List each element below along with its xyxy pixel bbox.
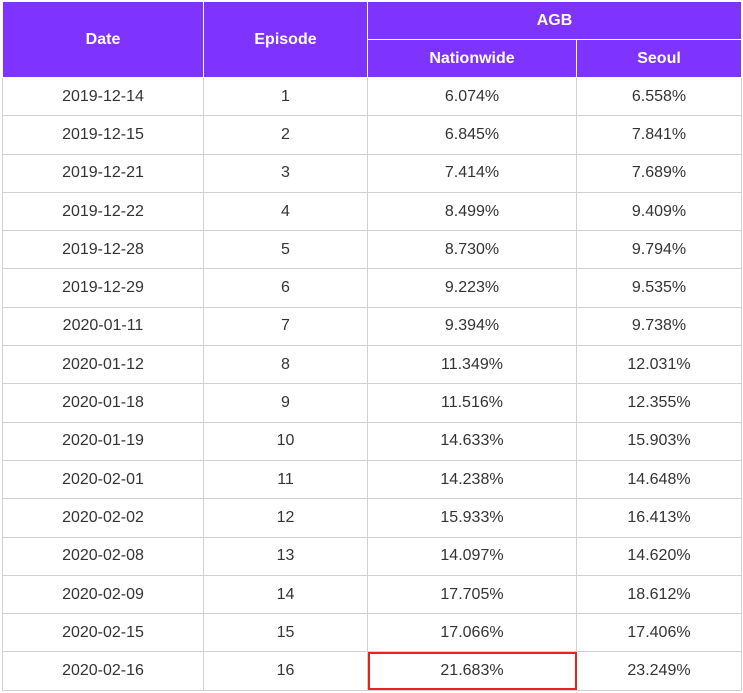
cell-nationwide: 9.223% bbox=[367, 268, 577, 308]
cell-episode: 8 bbox=[203, 345, 368, 385]
header-agb: AGB bbox=[367, 1, 742, 40]
cell-seoul: 6.558% bbox=[576, 76, 742, 117]
cell-seoul: 18.612% bbox=[576, 574, 742, 615]
cell-episode: 3 bbox=[203, 153, 368, 193]
cell-date: 2020-01-12 bbox=[2, 345, 204, 385]
cell-date: 2020-02-09 bbox=[2, 574, 204, 615]
table-row: 2020-02-02 12 15.933% 16.413% bbox=[2, 498, 742, 538]
cell-nationwide: 17.705% bbox=[367, 574, 577, 615]
cell-seoul: 9.794% bbox=[576, 230, 742, 270]
cell-episode: 5 bbox=[203, 230, 368, 270]
cell-date: 2019-12-22 bbox=[2, 191, 204, 232]
cell-episode: 10 bbox=[203, 421, 368, 461]
cell-date: 2020-02-15 bbox=[2, 613, 204, 653]
table-row: 2020-01-19 10 14.633% 15.903% bbox=[2, 421, 742, 461]
cell-seoul: 16.413% bbox=[576, 498, 742, 538]
cell-episode: 14 bbox=[203, 574, 368, 615]
table-row: 2020-02-16 16 21.683% 23.249% bbox=[2, 651, 742, 691]
cell-date: 2020-01-11 bbox=[2, 306, 204, 347]
cell-nationwide: 11.349% bbox=[367, 345, 577, 385]
cell-nationwide: 8.730% bbox=[367, 230, 577, 270]
cell-episode: 9 bbox=[203, 383, 368, 423]
cell-date: 2020-01-19 bbox=[2, 421, 204, 461]
cell-episode: 4 bbox=[203, 191, 368, 232]
cell-nationwide: 9.394% bbox=[367, 306, 577, 347]
table-row: 2020-01-12 8 11.349% 12.031% bbox=[2, 345, 742, 385]
table-row: 2019-12-15 2 6.845% 7.841% bbox=[2, 115, 742, 155]
table-row: 2019-12-29 6 9.223% 9.535% bbox=[2, 268, 742, 308]
cell-date: 2020-01-18 bbox=[2, 383, 204, 423]
cell-seoul: 15.903% bbox=[576, 421, 742, 461]
cell-nationwide: 14.633% bbox=[367, 421, 577, 461]
cell-nationwide: 8.499% bbox=[367, 191, 577, 232]
cell-nationwide-highlighted: 21.683% bbox=[367, 651, 577, 691]
table-row: 2019-12-22 4 8.499% 9.409% bbox=[2, 191, 742, 232]
cell-date: 2019-12-14 bbox=[2, 76, 204, 117]
cell-seoul: 7.689% bbox=[576, 153, 742, 193]
cell-nationwide: 6.074% bbox=[367, 76, 577, 117]
table-row: 2020-01-18 9 11.516% 12.355% bbox=[2, 383, 742, 423]
cell-seoul: 9.409% bbox=[576, 191, 742, 232]
table-header: Date Episode AGB Nationwide Seoul bbox=[2, 1, 742, 78]
table-row: 2019-12-21 3 7.414% 7.689% bbox=[2, 153, 742, 193]
cell-seoul: 9.738% bbox=[576, 306, 742, 347]
cell-nationwide: 17.066% bbox=[367, 613, 577, 653]
cell-nationwide: 14.097% bbox=[367, 536, 577, 576]
cell-date: 2019-12-28 bbox=[2, 230, 204, 270]
cell-seoul: 14.620% bbox=[576, 536, 742, 576]
cell-nationwide: 11.516% bbox=[367, 383, 577, 423]
cell-date: 2020-02-01 bbox=[2, 459, 204, 500]
header-seoul: Seoul bbox=[576, 39, 742, 78]
cell-date: 2020-02-02 bbox=[2, 498, 204, 538]
table-row: 2020-02-15 15 17.066% 17.406% bbox=[2, 613, 742, 653]
cell-nationwide: 6.845% bbox=[367, 115, 577, 155]
cell-seoul: 23.249% bbox=[576, 651, 742, 691]
cell-seoul: 17.406% bbox=[576, 613, 742, 653]
header-nationwide: Nationwide bbox=[367, 39, 577, 78]
cell-seoul: 9.535% bbox=[576, 268, 742, 308]
cell-episode: 6 bbox=[203, 268, 368, 308]
cell-episode: 15 bbox=[203, 613, 368, 653]
table-row: 2020-02-09 14 17.705% 18.612% bbox=[2, 574, 742, 615]
header-episode: Episode bbox=[203, 1, 368, 78]
cell-episode: 16 bbox=[203, 651, 368, 691]
cell-episode: 11 bbox=[203, 459, 368, 500]
cell-date: 2019-12-15 bbox=[2, 115, 204, 155]
header-date: Date bbox=[2, 1, 204, 78]
cell-date: 2020-02-16 bbox=[2, 651, 204, 691]
cell-seoul: 12.355% bbox=[576, 383, 742, 423]
table-row: 2019-12-14 1 6.074% 6.558% bbox=[2, 76, 742, 117]
cell-date: 2019-12-21 bbox=[2, 153, 204, 193]
cell-nationwide: 14.238% bbox=[367, 459, 577, 500]
cell-episode: 12 bbox=[203, 498, 368, 538]
cell-episode: 7 bbox=[203, 306, 368, 347]
cell-seoul: 7.841% bbox=[576, 115, 742, 155]
cell-nationwide: 15.933% bbox=[367, 498, 577, 538]
cell-nationwide: 7.414% bbox=[367, 153, 577, 193]
cell-episode: 13 bbox=[203, 536, 368, 576]
cell-seoul: 12.031% bbox=[576, 345, 742, 385]
table-row: 2020-02-08 13 14.097% 14.620% bbox=[2, 536, 742, 576]
cell-date: 2020-02-08 bbox=[2, 536, 204, 576]
table-row: 2019-12-28 5 8.730% 9.794% bbox=[2, 230, 742, 270]
cell-date: 2019-12-29 bbox=[2, 268, 204, 308]
table-body: 2019-12-14 1 6.074% 6.558% 2019-12-15 2 6.845%… bbox=[2, 76, 742, 691]
cell-episode: 2 bbox=[203, 115, 368, 155]
table-row: 2020-01-11 7 9.394% 9.738% bbox=[2, 306, 742, 347]
cell-episode: 1 bbox=[203, 76, 368, 117]
cell-seoul: 14.648% bbox=[576, 459, 742, 500]
table-row: 2020-02-01 11 14.238% 14.648% bbox=[2, 459, 742, 500]
